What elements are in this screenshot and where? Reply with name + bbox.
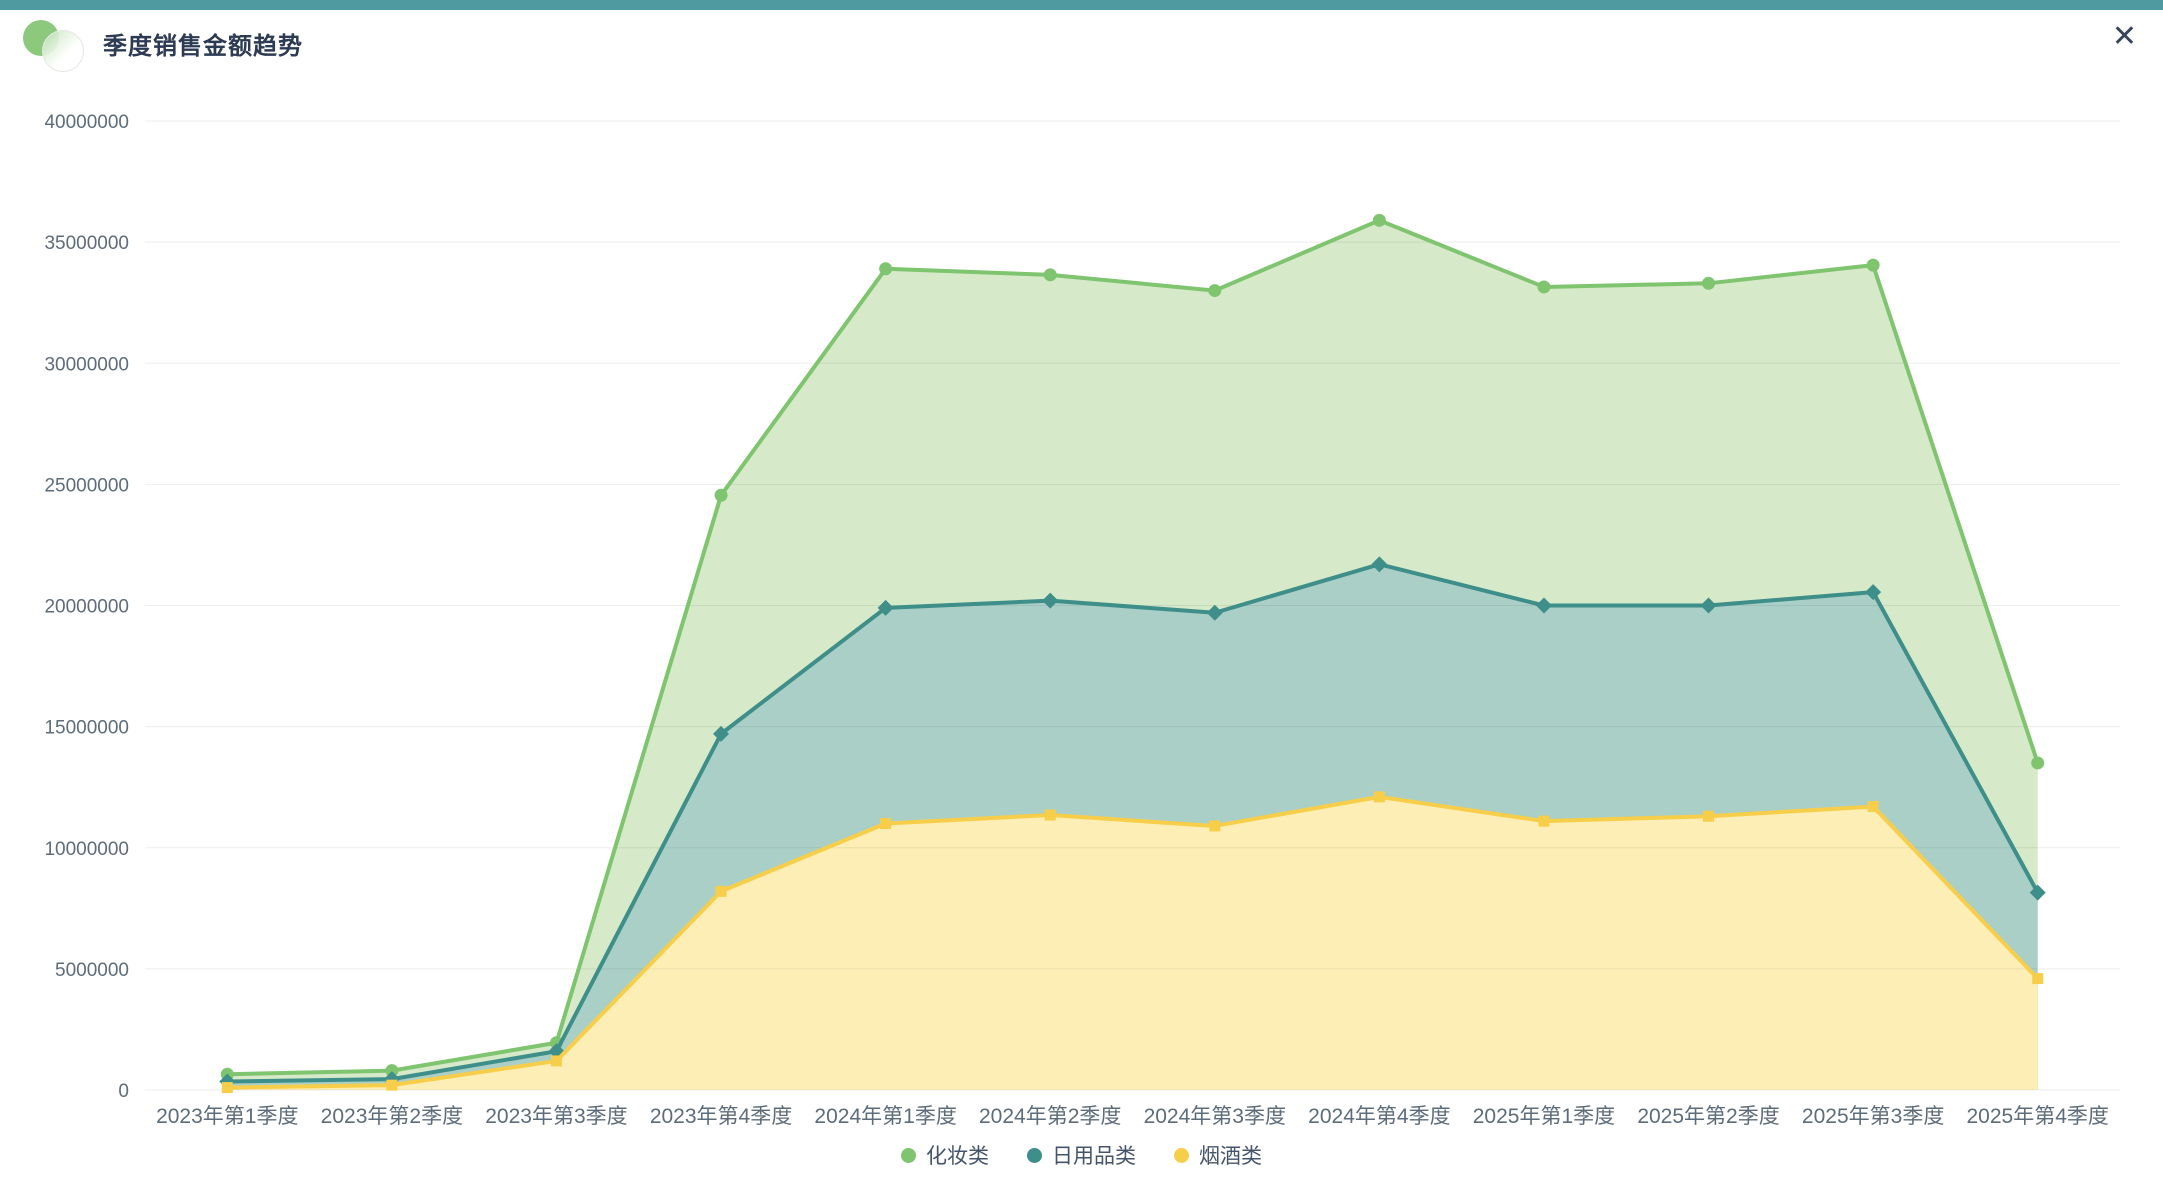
series-1-point[interactable] <box>2029 884 2046 901</box>
series-2-area <box>227 796 2038 1090</box>
x-axis-tick-label: 2024年第1季度 <box>814 1105 956 1128</box>
y-axis-tick-label: 5000000 <box>55 960 129 981</box>
legend-marker-icon <box>1174 1147 1189 1163</box>
series-2-point[interactable] <box>1867 801 1879 813</box>
close-button[interactable]: ✕ <box>2108 18 2141 56</box>
series-0-point[interactable] <box>879 262 893 276</box>
x-axis-tick-label: 2025年第4季度 <box>1967 1105 2109 1128</box>
legend-item-2[interactable]: 烟酒类 <box>1174 1140 1262 1170</box>
chart-legend: 化妆类 日用品类 烟酒类 <box>0 1140 2163 1170</box>
y-axis-tick-label: 20000000 <box>44 597 129 618</box>
series-2-point[interactable] <box>1373 791 1385 803</box>
series-2-point[interactable] <box>1703 810 1715 822</box>
x-axis-tick-label: 2023年第1季度 <box>156 1105 298 1128</box>
x-axis-tick-label: 2024年第3季度 <box>1144 1105 1286 1128</box>
series-1-point[interactable] <box>1042 592 1059 609</box>
series-0-point[interactable] <box>714 488 728 502</box>
series-1-point[interactable] <box>1206 604 1223 621</box>
page-title: 季度销售金额趋势 <box>103 33 303 60</box>
legend-marker-icon <box>901 1147 916 1163</box>
x-axis-tick-label: 2024年第4季度 <box>1308 1105 1450 1128</box>
series-0-point[interactable] <box>1537 280 1551 294</box>
x-axis-tick-label: 2025年第3季度 <box>1802 1105 1944 1128</box>
series-1-point[interactable] <box>1535 597 1552 614</box>
series-2-line <box>225 794 2040 1090</box>
y-axis-tick-label: 15000000 <box>44 718 129 739</box>
legend-label: 烟酒类 <box>1199 1145 1262 1168</box>
legend-item-1[interactable]: 日用品类 <box>1027 1140 1136 1170</box>
series-2-point[interactable] <box>2032 973 2044 985</box>
x-axis-tick-label: 2024年第2季度 <box>979 1105 1121 1128</box>
legend-label: 日用品类 <box>1052 1145 1136 1168</box>
series-0-point[interactable] <box>1043 268 1057 282</box>
series-0-point[interactable] <box>1702 276 1716 290</box>
series-2-point[interactable] <box>1209 820 1221 832</box>
series-2-point[interactable] <box>221 1082 233 1094</box>
x-axis-tick-label: 2023年第4季度 <box>650 1105 792 1128</box>
series-0-point[interactable] <box>1208 284 1222 298</box>
series-2-point[interactable] <box>715 885 727 897</box>
window-header: 季度销售金额趋势 ✕ <box>0 10 2163 72</box>
series-1-point[interactable] <box>1371 556 1388 573</box>
y-axis-tick-label: 35000000 <box>44 233 129 254</box>
series-1-point[interactable] <box>713 725 730 742</box>
y-axis-tick-label: 30000000 <box>44 354 129 375</box>
y-axis-tick-label: 25000000 <box>44 475 129 496</box>
legend-item-0[interactable]: 化妆类 <box>901 1140 989 1170</box>
y-axis-tick-label: 0 <box>118 1081 129 1102</box>
legend-marker-icon <box>1027 1147 1042 1163</box>
app-logo-icon <box>23 20 84 72</box>
y-axis-tick-label: 40000000 <box>44 112 129 133</box>
series-2-point[interactable] <box>1044 809 1056 821</box>
series-1-line <box>225 562 2040 1084</box>
x-axis-tick-label: 2023年第2季度 <box>321 1105 463 1128</box>
series-2-point[interactable] <box>386 1079 398 1091</box>
series-0-point[interactable] <box>2031 756 2045 770</box>
series-1-point[interactable] <box>877 599 894 616</box>
series-0-point[interactable] <box>385 1064 399 1078</box>
x-axis-tick-label: 2025年第1季度 <box>1473 1105 1615 1128</box>
x-axis-tick-label: 2025年第2季度 <box>1637 1105 1779 1128</box>
series-0-line <box>225 218 2040 1077</box>
logo-circle-gradient <box>42 30 84 72</box>
y-axis-tick-label: 10000000 <box>44 839 129 860</box>
series-2-point[interactable] <box>550 1055 562 1067</box>
series-2-point[interactable] <box>880 818 892 830</box>
legend-label: 化妆类 <box>926 1145 989 1168</box>
series-0-point[interactable] <box>1372 213 1386 227</box>
x-axis-tick-label: 2023年第3季度 <box>485 1105 627 1128</box>
series-2-point[interactable] <box>1538 815 1550 827</box>
series-1-point[interactable] <box>1865 584 1882 601</box>
series-1-point[interactable] <box>1700 597 1717 614</box>
window-top-accent-bar <box>0 0 2163 10</box>
series-0-point[interactable] <box>1866 258 1880 272</box>
